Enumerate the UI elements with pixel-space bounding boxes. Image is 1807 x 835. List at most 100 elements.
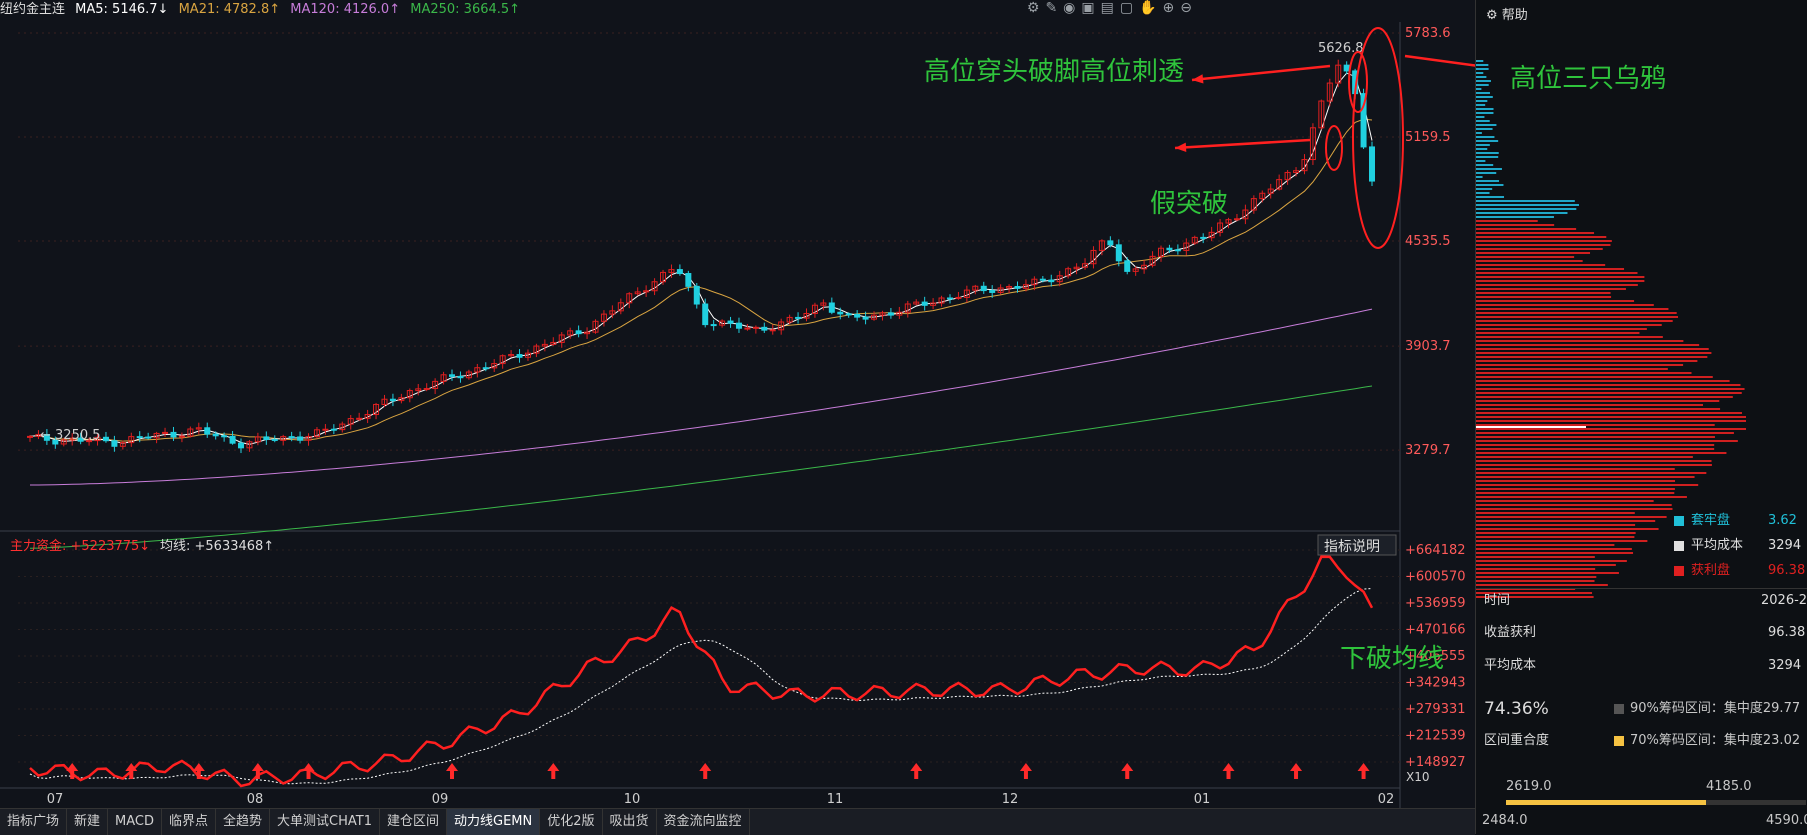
candle-body: [660, 271, 667, 283]
candle-body: [1098, 240, 1105, 251]
candle-body: [1166, 247, 1173, 251]
tab-7[interactable]: 动力线GEMN: [447, 809, 541, 835]
chip-bar: [1476, 108, 1494, 110]
candle-body: [567, 330, 574, 336]
chip-bar: [1476, 532, 1636, 534]
candle-body: [1174, 249, 1181, 252]
time-value: 2026-2-: [1761, 593, 1807, 608]
pen-icon[interactable]: ✎: [1045, 0, 1058, 16]
legend-avgcost-swatch: [1674, 541, 1684, 551]
chip-bar: [1476, 340, 1684, 342]
candle-body: [643, 290, 650, 293]
tab-0[interactable]: 指标广场: [0, 809, 68, 835]
chip-bar: [1476, 488, 1675, 490]
candle-body: [761, 326, 768, 331]
candle-body: [592, 320, 599, 333]
chip-bar: [1476, 348, 1709, 350]
annotation-top-reversal: 高位穿头破脚高位刺透: [924, 57, 1185, 87]
candle-body: [693, 285, 700, 305]
legend-avgcost-value: 3294: [1768, 538, 1802, 553]
candle-body: [52, 439, 59, 445]
candle-body: [440, 374, 447, 382]
candle-body: [980, 285, 987, 292]
ma5-line: [29, 72, 1373, 445]
time-tick: 11: [827, 792, 844, 807]
profit-row: 收益获利 96.38: [1476, 622, 1807, 644]
tab-3[interactable]: 临界点: [162, 809, 217, 835]
candle-body: [887, 312, 894, 316]
chip-bar: [1476, 196, 1505, 198]
tab-6[interactable]: 建仓区间: [380, 809, 447, 835]
candle-body: [43, 434, 50, 441]
candle-body: [212, 433, 219, 437]
chip-bar: [1476, 148, 1488, 150]
candle-body: [803, 312, 810, 319]
candle-body: [1082, 263, 1089, 268]
box-icon[interactable]: ▤: [1100, 0, 1114, 16]
chip-bar: [1476, 224, 1555, 226]
chip-bar: [1476, 400, 1720, 402]
signal-arrow: [1357, 763, 1370, 779]
signal-arrow: [910, 763, 923, 779]
legend-trapped-value: 3.62: [1768, 513, 1797, 528]
candle-body: [423, 388, 430, 391]
tab-5[interactable]: 大单测试CHAT1: [270, 809, 380, 835]
candle-body: [1208, 231, 1215, 239]
range-bar-fill: [1506, 800, 1706, 805]
chip-bar: [1476, 152, 1499, 154]
candle-body: [1132, 268, 1139, 272]
tab-1[interactable]: 新建: [67, 809, 109, 835]
bag-icon[interactable]: ▣: [1081, 0, 1095, 16]
chip-bar: [1476, 568, 1596, 570]
candle-body: [162, 431, 169, 434]
candle-body: [280, 436, 287, 441]
bar-left-label: 2619.0: [1506, 779, 1552, 794]
settings-icon[interactable]: ⚙: [1026, 0, 1040, 16]
candle-body: [600, 313, 607, 322]
chip-bar: [1476, 156, 1499, 158]
legend-profit-swatch: [1674, 566, 1684, 576]
candle-body: [946, 297, 953, 300]
chart-svg: 5783.6 5159.5 4535.5 3903.7 3279.7 5626.8 ← 32…: [0, 22, 1475, 808]
lock-icon[interactable]: ▢: [1119, 0, 1134, 16]
signal-arrow: [1121, 763, 1134, 779]
candle-body: [668, 269, 675, 273]
candle-body: [432, 380, 439, 390]
tab-4[interactable]: 全趋势: [216, 809, 271, 835]
tab-8[interactable]: 优化2版: [540, 809, 603, 835]
tab-2[interactable]: MACD: [108, 809, 162, 835]
chip-bar: [1476, 264, 1606, 266]
help-button[interactable]: ⚙ 帮助: [1486, 8, 1528, 23]
main-fund-label: 主力资金: +5223775↓: [10, 538, 150, 554]
candle-body: [482, 367, 489, 370]
candle-body: [221, 435, 228, 438]
chip-bar: [1476, 580, 1595, 582]
chip-bar: [1476, 188, 1493, 190]
annotation-three-crows: 高位三只乌鸦: [1510, 64, 1667, 94]
chip-bar: [1476, 384, 1741, 386]
candle-body: [1233, 218, 1240, 221]
hand-icon[interactable]: ✋: [1139, 0, 1157, 16]
chip-bar: [1476, 68, 1489, 70]
candle-body: [828, 302, 835, 313]
chip-bar: [1476, 376, 1713, 378]
eye-icon[interactable]: ◉: [1063, 0, 1076, 16]
zoom-out-icon[interactable]: ⊖: [1180, 0, 1192, 16]
candle-body: [786, 316, 793, 323]
candle-body: [685, 273, 692, 287]
candle-body: [1115, 244, 1122, 262]
signal-arrow: [1290, 763, 1303, 779]
chip-bar: [1476, 276, 1645, 278]
candle-body: [1124, 260, 1131, 272]
price-tick: 5159.5: [1405, 130, 1451, 145]
chip-bar: [1476, 220, 1538, 222]
candle-body: [465, 371, 472, 379]
tab-9[interactable]: 吸出货: [603, 809, 657, 835]
candle-body: [474, 367, 481, 373]
fund-tick: +600570: [1405, 570, 1466, 585]
tab-10[interactable]: 资金流向监控: [657, 809, 750, 835]
zoom-in-icon[interactable]: ⊕: [1162, 0, 1175, 16]
candle-body: [710, 324, 717, 327]
candle-body: [305, 436, 312, 441]
candle-body: [1022, 284, 1029, 289]
